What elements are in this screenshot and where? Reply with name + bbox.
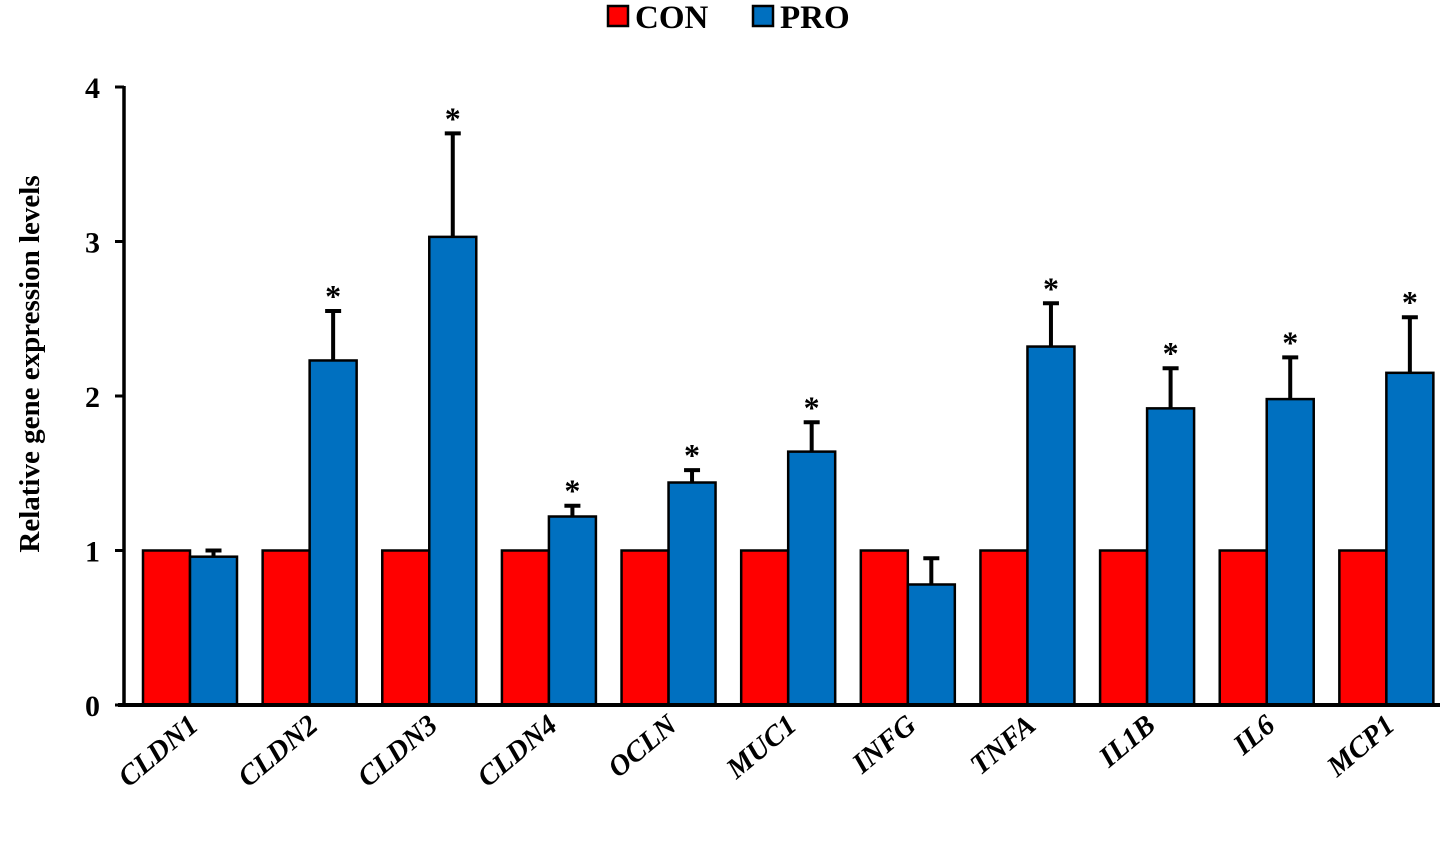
significance-marker-il1b: * xyxy=(1163,335,1179,371)
bar-pro-ocln xyxy=(667,481,717,707)
significance-marker-ocln: * xyxy=(684,437,700,473)
bar-pro-cldn1 xyxy=(188,555,239,707)
legend: CON PRO xyxy=(606,0,850,36)
y-tick-label-2: 2 xyxy=(85,381,100,414)
x-tick-label-cldn1: CLDN1 xyxy=(112,709,204,794)
legend-swatch-con xyxy=(606,4,630,28)
significance-marker-muc1: * xyxy=(804,389,820,425)
bar-con-cldn1 xyxy=(141,549,192,707)
bar-con-cldn4 xyxy=(500,549,551,707)
significance-marker-mcp1: * xyxy=(1402,284,1418,320)
significance-markers: * * * * * * * * * xyxy=(325,100,1418,508)
bar-pro-tnfa xyxy=(1026,345,1076,707)
bar-pro-cldn4 xyxy=(547,515,598,707)
x-tick-label-cldn2: CLDN2 xyxy=(232,709,324,794)
bar-con-mcp1 xyxy=(1338,549,1388,707)
bar-pro-cldn2 xyxy=(308,359,358,707)
bar-pro-il1b xyxy=(1145,407,1196,707)
y-ticks: 0 1 2 3 4 xyxy=(85,72,124,723)
x-tick-label-mcp1: MCP1 xyxy=(1320,709,1401,784)
x-tick-label-infg: INFG xyxy=(845,709,922,781)
significance-marker-tnfa: * xyxy=(1043,270,1059,306)
y-tick-label-3: 3 xyxy=(85,227,100,260)
y-tick-label-1: 1 xyxy=(85,536,100,569)
error-bars xyxy=(205,131,1418,585)
x-tick-label-cldn3: CLDN3 xyxy=(352,709,444,794)
significance-marker-cldn4: * xyxy=(564,473,580,509)
x-tick-label-tnfa: TNFA xyxy=(964,709,1042,782)
legend-label-pro: PRO xyxy=(780,0,850,36)
significance-marker-cldn2: * xyxy=(325,278,341,314)
bar-pro-il6 xyxy=(1265,397,1315,707)
bars xyxy=(141,235,1435,707)
bar-pro-muc1 xyxy=(786,450,837,707)
y-tick-label-0: 0 xyxy=(85,690,100,723)
y-axis-title: Relative gene expression levels xyxy=(14,175,46,552)
bar-con-ocln xyxy=(620,549,670,707)
legend-label-con: CON xyxy=(635,0,709,36)
bar-con-muc1 xyxy=(739,549,790,707)
y-axis-title-group: Relative gene expression levels xyxy=(14,175,46,552)
significance-marker-il6: * xyxy=(1282,324,1298,360)
bar-pro-infg xyxy=(906,583,957,707)
bar-pro-cldn3 xyxy=(428,235,478,707)
bar-con-il1b xyxy=(1098,549,1149,707)
x-tick-labels: CLDN1 CLDN2 CLDN3 CLDN4 OCLN MUC1 INFG TNFA IL1B… xyxy=(112,708,1401,793)
bar-con-il6 xyxy=(1218,549,1268,707)
x-tick-label-il6: IL6 xyxy=(1227,709,1282,762)
x-tick-label-muc1: MUC1 xyxy=(720,709,803,786)
y-tick-label-4: 4 xyxy=(85,72,100,105)
bar-con-cldn2 xyxy=(261,549,311,707)
bar-con-cldn3 xyxy=(381,549,431,707)
bar-con-infg xyxy=(859,549,910,707)
significance-marker-cldn3: * xyxy=(445,100,461,136)
bar-con-tnfa xyxy=(979,549,1029,707)
x-tick-label-cldn4: CLDN4 xyxy=(471,709,563,794)
x-tick-label-il1b: IL1B xyxy=(1092,709,1161,775)
bar-pro-mcp1 xyxy=(1385,371,1435,707)
legend-swatch-pro xyxy=(751,4,775,28)
x-tick-label-ocln: OCLN xyxy=(602,708,684,784)
